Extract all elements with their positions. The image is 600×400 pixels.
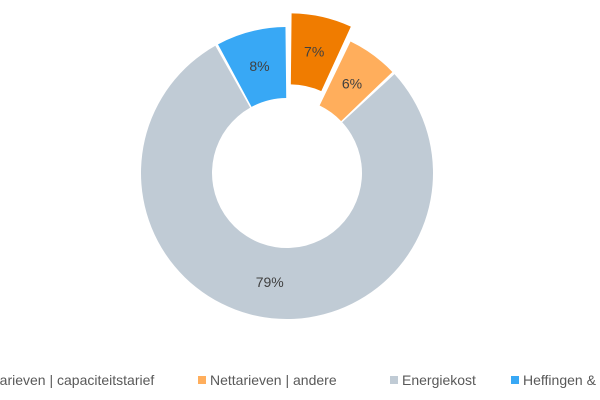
slice-label-nettarieven-capaciteitstarief: 7% [304,43,324,59]
slice-label-energiekost: 79% [256,274,284,290]
slice-heffingen-taksen [218,27,287,107]
slice-nettarieven-capaciteitstarief [290,13,351,92]
legend-label-energiekost: Energiekost [402,372,476,388]
slice-nettarieven-andere [319,41,393,122]
slice-energiekost [141,45,434,320]
legend-label-capaciteitstarief: Nettarieven | capaciteitstarief [0,372,155,388]
legend-swatch-energiekost [390,376,398,384]
slice-label-heffingen-taksen: 8% [249,58,269,74]
legend-label-heffingen: Heffingen & [523,372,596,388]
slice-label-nettarieven-andere: 6% [342,76,362,92]
legend-label-andere: Nettarieven | andere [210,372,337,388]
slice-group [141,13,434,320]
slice-label-group: 7% 6% 79% 8% [249,43,362,290]
legend-swatch-andere [198,376,206,384]
legend-swatch-heffingen [511,376,519,384]
